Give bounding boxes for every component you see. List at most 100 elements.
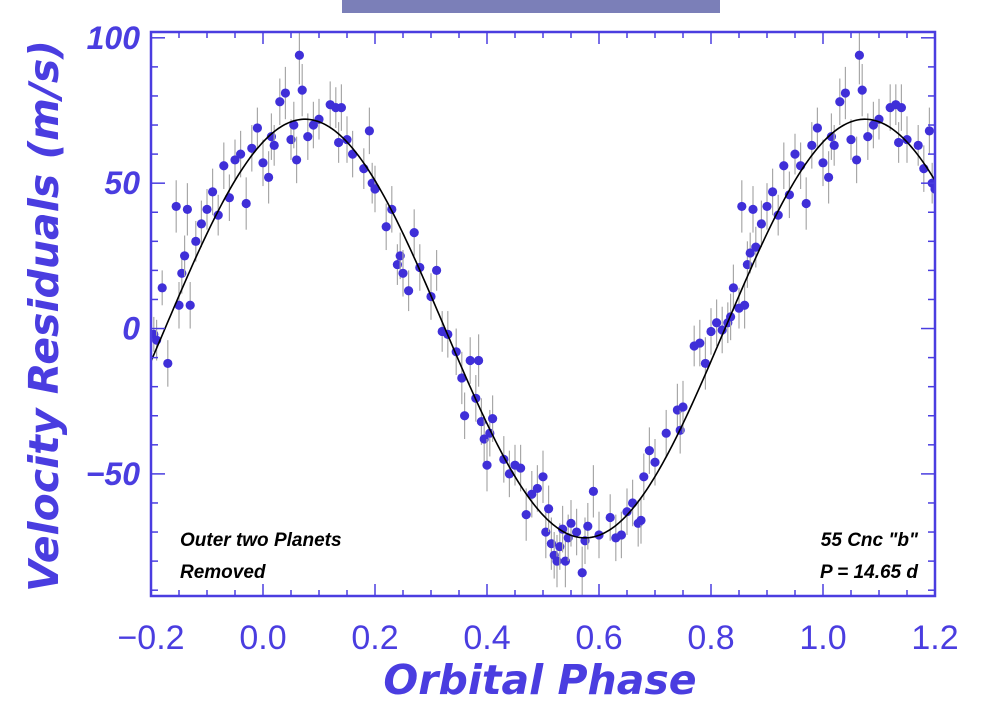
data-marker bbox=[695, 338, 705, 348]
data-marker bbox=[636, 515, 646, 526]
data-marker bbox=[196, 219, 206, 229]
data-point bbox=[572, 508, 582, 556]
data-point bbox=[303, 113, 313, 160]
data-marker bbox=[460, 411, 470, 421]
data-point bbox=[196, 200, 206, 248]
data-marker bbox=[404, 286, 414, 296]
data-marker bbox=[488, 414, 498, 424]
data-point bbox=[835, 78, 845, 126]
data-marker bbox=[706, 326, 716, 337]
data-marker bbox=[521, 509, 531, 520]
fit-curve-line bbox=[151, 118, 935, 539]
data-point bbox=[292, 136, 302, 184]
data-point bbox=[297, 63, 307, 117]
data-point bbox=[314, 98, 324, 140]
data-marker bbox=[532, 483, 543, 494]
x-axis-title: Orbital Phase bbox=[383, 656, 696, 701]
y-axis-title: Velocity Residuals (m/s) bbox=[20, 40, 68, 592]
data-marker bbox=[258, 158, 268, 168]
x-tick-label: 0.4 bbox=[463, 619, 510, 657]
data-marker bbox=[854, 50, 865, 60]
data-marker bbox=[768, 187, 778, 197]
x-tick-label: −0.2 bbox=[117, 619, 184, 657]
data-point bbox=[717, 306, 727, 354]
data-marker bbox=[297, 85, 307, 95]
data-point bbox=[706, 308, 716, 355]
data-marker bbox=[583, 521, 593, 531]
data-marker bbox=[807, 140, 817, 150]
data-point bbox=[516, 444, 526, 492]
data-marker bbox=[622, 507, 632, 517]
data-marker bbox=[846, 134, 856, 145]
data-point bbox=[157, 270, 167, 306]
data-marker bbox=[773, 210, 783, 220]
data-marker bbox=[527, 489, 537, 499]
data-marker bbox=[751, 242, 761, 252]
data-marker bbox=[241, 198, 251, 209]
data-marker bbox=[208, 187, 218, 197]
data-marker bbox=[661, 428, 671, 438]
data-point bbox=[639, 453, 649, 501]
data-point bbox=[863, 113, 873, 160]
data-marker bbox=[292, 155, 302, 165]
data-point bbox=[801, 177, 811, 230]
data-point bbox=[191, 220, 201, 262]
data-marker bbox=[737, 201, 747, 212]
data-point bbox=[840, 66, 851, 120]
data-point bbox=[334, 122, 344, 163]
data-marker bbox=[269, 140, 279, 150]
data-point bbox=[790, 133, 800, 175]
data-point bbox=[258, 139, 268, 187]
x-tick-label: 0.8 bbox=[687, 619, 734, 657]
data-point bbox=[622, 488, 632, 535]
data-point bbox=[650, 439, 660, 486]
y-tick-label: 100 bbox=[87, 20, 141, 56]
data-point bbox=[364, 107, 374, 155]
data-point bbox=[294, 32, 304, 85]
data-point bbox=[264, 151, 274, 204]
y-tick-label: −50 bbox=[86, 456, 140, 492]
data-marker bbox=[577, 568, 587, 578]
data-point bbox=[544, 485, 554, 533]
data-point bbox=[532, 465, 543, 512]
data-marker bbox=[398, 268, 408, 278]
data-point bbox=[628, 479, 638, 527]
data-point bbox=[737, 180, 747, 233]
data-marker bbox=[280, 88, 290, 98]
data-marker bbox=[252, 123, 262, 133]
data-marker bbox=[275, 97, 285, 107]
data-marker bbox=[191, 236, 201, 246]
data-point bbox=[460, 392, 470, 440]
data-marker bbox=[896, 102, 907, 113]
data-marker bbox=[824, 172, 834, 182]
data-marker bbox=[616, 530, 627, 540]
data-point bbox=[336, 84, 346, 131]
data-marker bbox=[308, 120, 318, 130]
data-point bbox=[644, 427, 655, 474]
data-marker bbox=[336, 102, 346, 113]
data-point bbox=[768, 168, 778, 216]
data-marker bbox=[863, 132, 873, 142]
data-marker bbox=[700, 358, 711, 369]
data-marker bbox=[185, 300, 195, 310]
data-marker bbox=[712, 318, 722, 328]
data-marker bbox=[482, 460, 492, 470]
annotation-right-line2: P = 14.65 d bbox=[820, 562, 918, 583]
data-point bbox=[846, 119, 856, 160]
data-marker bbox=[538, 472, 548, 482]
data-marker bbox=[628, 498, 638, 508]
data-point bbox=[756, 200, 767, 248]
data-point bbox=[202, 188, 212, 230]
data-marker bbox=[756, 219, 767, 229]
data-point bbox=[751, 226, 761, 268]
data-point bbox=[894, 122, 904, 163]
data-point bbox=[818, 139, 828, 187]
data-marker bbox=[650, 457, 660, 467]
data-marker bbox=[790, 149, 800, 159]
data-marker bbox=[818, 158, 828, 168]
data-point bbox=[807, 122, 817, 169]
data-point bbox=[432, 250, 442, 291]
data-point bbox=[521, 488, 531, 541]
data-marker bbox=[558, 524, 568, 534]
data-marker bbox=[566, 518, 576, 528]
